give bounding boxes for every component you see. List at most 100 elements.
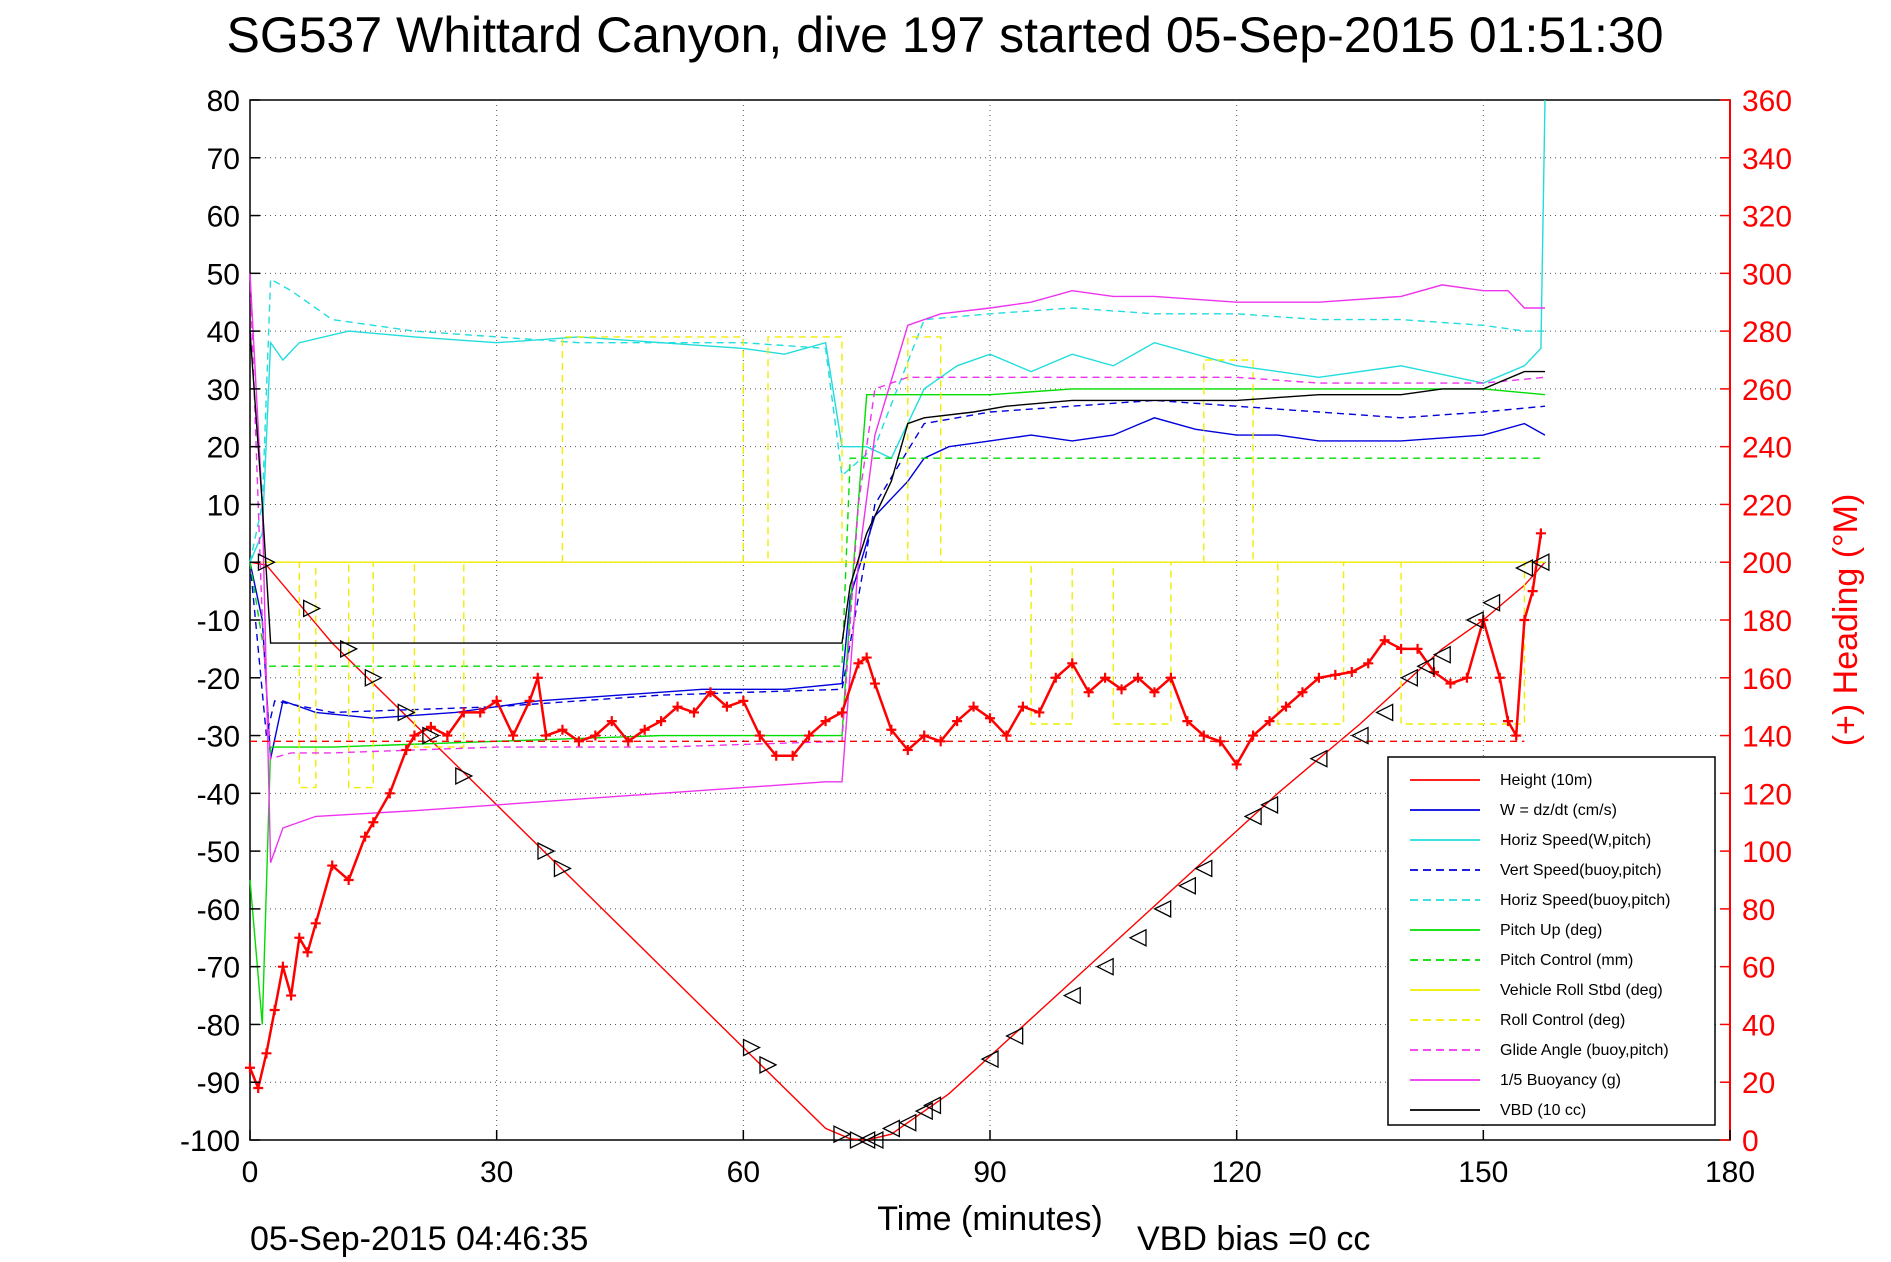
series-8-line — [250, 336, 1545, 789]
left-axis-ticks: 80 70 60 50 40 30 20 10 0 -10 -20 -30 -40 -50 -60 -70 -8… — [180, 85, 260, 1158]
y-tick-label: 70 — [207, 143, 240, 176]
y-tick-label: -40 — [197, 778, 240, 811]
y-tick-label: -90 — [197, 1067, 240, 1100]
depth-marker — [1514, 558, 1534, 578]
legend-label: Horiz Speed(buoy,pitch) — [1500, 892, 1670, 909]
y-tick-label: 30 — [207, 374, 240, 407]
legend-label: Roll Control (deg) — [1500, 1012, 1625, 1029]
depth-marker — [1128, 928, 1147, 947]
depth-marker — [1482, 593, 1501, 612]
depth-marker — [422, 726, 441, 745]
y-tick-label: 80 — [207, 85, 240, 118]
y2-tick-label: 0 — [1742, 1125, 1759, 1158]
depth-marker — [303, 599, 322, 618]
y2-tick-label: 340 — [1742, 143, 1792, 176]
y-tick-label: -30 — [197, 721, 240, 754]
y2-tick-label: 140 — [1742, 721, 1792, 754]
depth-marker — [1194, 859, 1213, 878]
y2-tick-label: 160 — [1742, 663, 1792, 696]
y2-tick-label: 360 — [1742, 85, 1792, 118]
x-tick-label: 150 — [1458, 1156, 1508, 1189]
x-tick-label: 120 — [1212, 1156, 1262, 1189]
y2-tick-label: 40 — [1742, 1009, 1775, 1042]
depth-marker — [1416, 657, 1435, 676]
series-layer — [245, 99, 1546, 1141]
depth-marker — [537, 842, 556, 861]
series-9-line — [249, 273, 1546, 760]
y2-tick-label: 260 — [1742, 374, 1792, 407]
y2-tick-label: 200 — [1742, 547, 1792, 580]
depth-marker — [898, 1113, 917, 1132]
legend-label: Glide Angle (buoy,pitch) — [1500, 1042, 1669, 1059]
depth-marker — [1350, 726, 1369, 745]
y2-tick-label: 180 — [1742, 605, 1792, 638]
x-tick-label: 90 — [973, 1156, 1006, 1189]
heading-line — [248, 533, 1543, 1093]
y2-tick-label: 80 — [1742, 894, 1775, 927]
depth-marker — [865, 1130, 884, 1150]
legend-label: Pitch Control (mm) — [1500, 952, 1633, 969]
series-6-line — [249, 457, 1545, 667]
series-10-line — [249, 273, 1545, 863]
depth-marker — [857, 1130, 876, 1150]
x-tick-label: 0 — [242, 1156, 259, 1189]
depth-marker — [397, 703, 416, 722]
depth-marker — [1062, 986, 1081, 1005]
y2-tick-label: 220 — [1742, 489, 1792, 522]
depth-marker — [1399, 668, 1418, 687]
depth-marker — [1177, 876, 1196, 895]
legend-label: W = dz/dt (cm/s) — [1500, 802, 1617, 819]
x-tick-label: 60 — [727, 1156, 760, 1189]
legend: Height (10m) W = dz/dt (cm/s) Horiz Speed(… — [1387, 756, 1716, 1126]
depth-marker — [914, 1102, 933, 1121]
y2-tick-label: 300 — [1742, 258, 1792, 291]
legend-label: Vert Speed(buoy,pitch) — [1500, 862, 1662, 879]
depth-marker — [922, 1096, 942, 1115]
bottom-axis-ticks: 0 30 60 90 120 150 180 — [242, 1130, 1755, 1189]
y2-tick-label: 320 — [1742, 201, 1792, 234]
chart-title: SG537 Whittard Canyon, dive 197 started … — [226, 7, 1663, 63]
plot-area — [245, 99, 1731, 1150]
depth-marker — [742, 1038, 762, 1057]
depth-marker — [455, 766, 474, 786]
y2-tick-label: 120 — [1742, 778, 1792, 811]
footer-timestamp: 05-Sep-2015 04:46:35 — [250, 1220, 588, 1258]
depth-marker — [1095, 957, 1114, 976]
y2-axis-label: (+) Heading (°M) — [1827, 494, 1865, 747]
y2-tick-label: 100 — [1742, 836, 1792, 869]
y2-tick-label: 60 — [1742, 952, 1775, 985]
x-tick-label: 180 — [1705, 1156, 1755, 1189]
y-tick-label: -70 — [197, 952, 240, 985]
depth-marker — [849, 1130, 868, 1150]
y-tick-label: 50 — [207, 258, 240, 291]
depth-marker — [1005, 1026, 1024, 1046]
depth-marker — [1375, 703, 1394, 722]
depth-marker — [1432, 645, 1451, 664]
marker-layer — [257, 553, 1550, 1150]
depth-marker — [364, 668, 383, 687]
y-tick-label: 60 — [207, 201, 240, 234]
y-tick-label: 10 — [207, 489, 240, 522]
legend-box — [1387, 756, 1716, 1126]
depth-marker — [340, 639, 359, 658]
depth-marker — [881, 1119, 900, 1138]
y2-tick-label: 20 — [1742, 1067, 1775, 1100]
legend-label: VBD (10 cc) — [1500, 1102, 1586, 1119]
y-tick-label: 0 — [223, 547, 240, 580]
depth-marker — [759, 1055, 778, 1074]
y-tick-label: -50 — [197, 836, 240, 869]
depth-marker — [1260, 795, 1279, 814]
y-tick-label: -10 — [197, 605, 240, 638]
legend-entries: Height (10m) W = dz/dt (cm/s) Horiz Speed(… — [1410, 772, 1670, 1119]
x-axis-label: Time (minutes) — [877, 1200, 1102, 1238]
depth-marker — [1243, 807, 1262, 826]
y2-tick-label: 280 — [1742, 316, 1792, 349]
y-tick-label: -20 — [197, 663, 240, 696]
x-tick-label: 30 — [480, 1156, 513, 1189]
series-11-line — [249, 331, 1545, 644]
series-3-line — [249, 399, 1546, 736]
series-4-line — [249, 277, 1545, 563]
legend-label: Pitch Up (deg) — [1500, 922, 1602, 939]
legend-label: Vehicle Roll Stbd (deg) — [1500, 982, 1663, 999]
